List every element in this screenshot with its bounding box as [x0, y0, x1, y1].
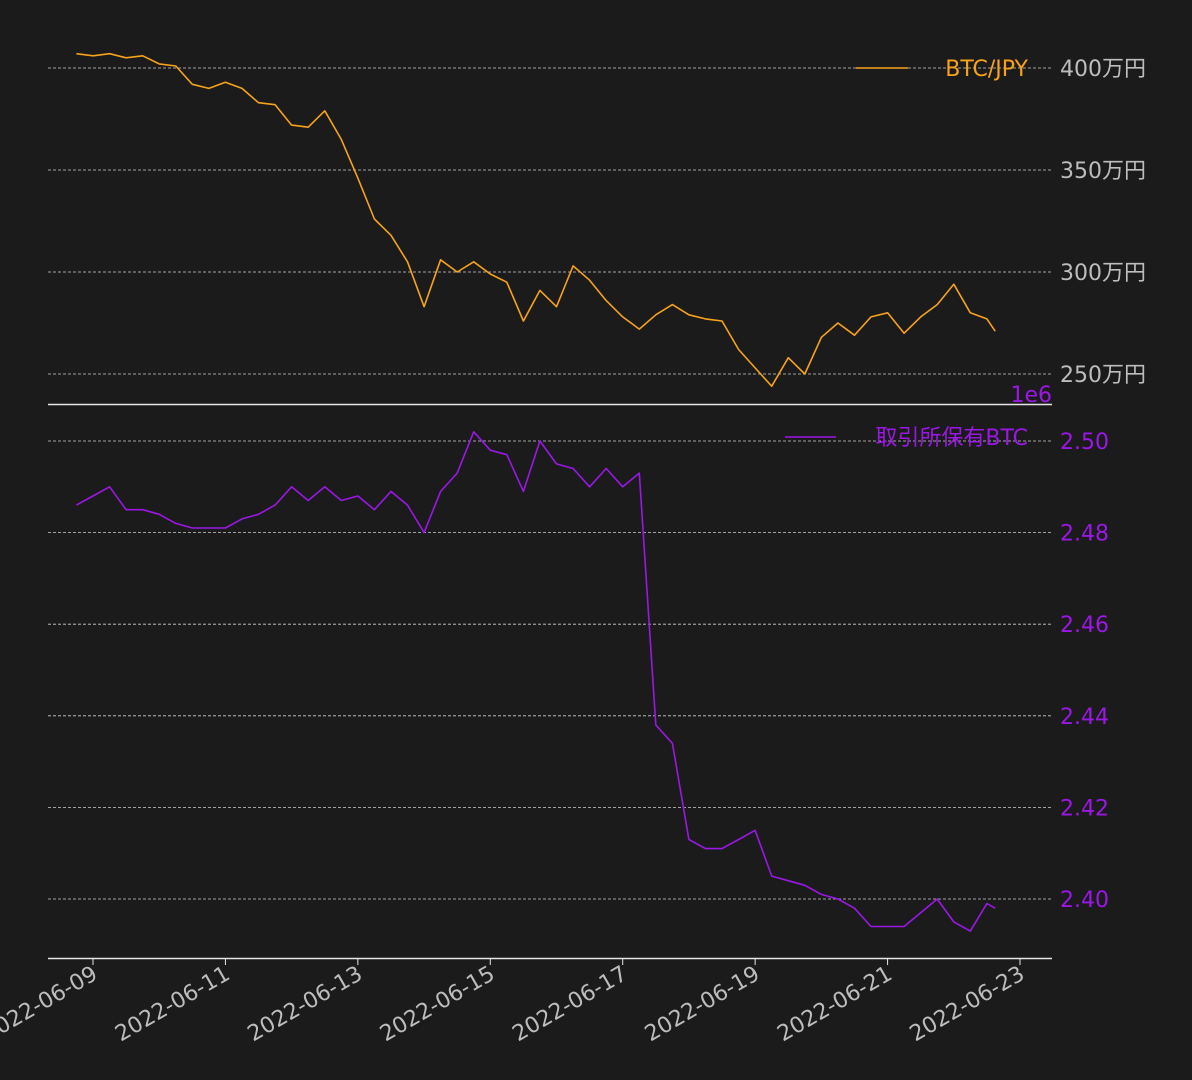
y-tick-label: 2.40	[1060, 888, 1109, 913]
series-line	[76, 431, 996, 932]
y-tick-label: 400万円	[1060, 57, 1146, 82]
y-tick-label: 2.42	[1060, 796, 1109, 821]
series-layer	[76, 52, 996, 932]
legend-layer: BTC/JPY 取引所保有BTC	[785, 57, 1029, 451]
grid-layer	[48, 67, 1052, 900]
y-tick-label: 350万円	[1060, 159, 1146, 184]
axis-layer	[48, 403, 1052, 965]
legend-label: 取引所保有BTC	[875, 426, 1028, 451]
y-tick-label: 2.48	[1060, 522, 1109, 547]
scale-label: 1e6	[1010, 383, 1052, 408]
series-line	[76, 52, 996, 387]
y-tick-label: 250万円	[1060, 363, 1146, 388]
y-tick-label: 300万円	[1060, 261, 1146, 286]
legend-label: BTC/JPY	[945, 57, 1028, 82]
y-tick-label: 2.44	[1060, 705, 1109, 730]
y-tick-label: 2.50	[1060, 430, 1109, 455]
y-tick-label: 2.46	[1060, 613, 1109, 638]
